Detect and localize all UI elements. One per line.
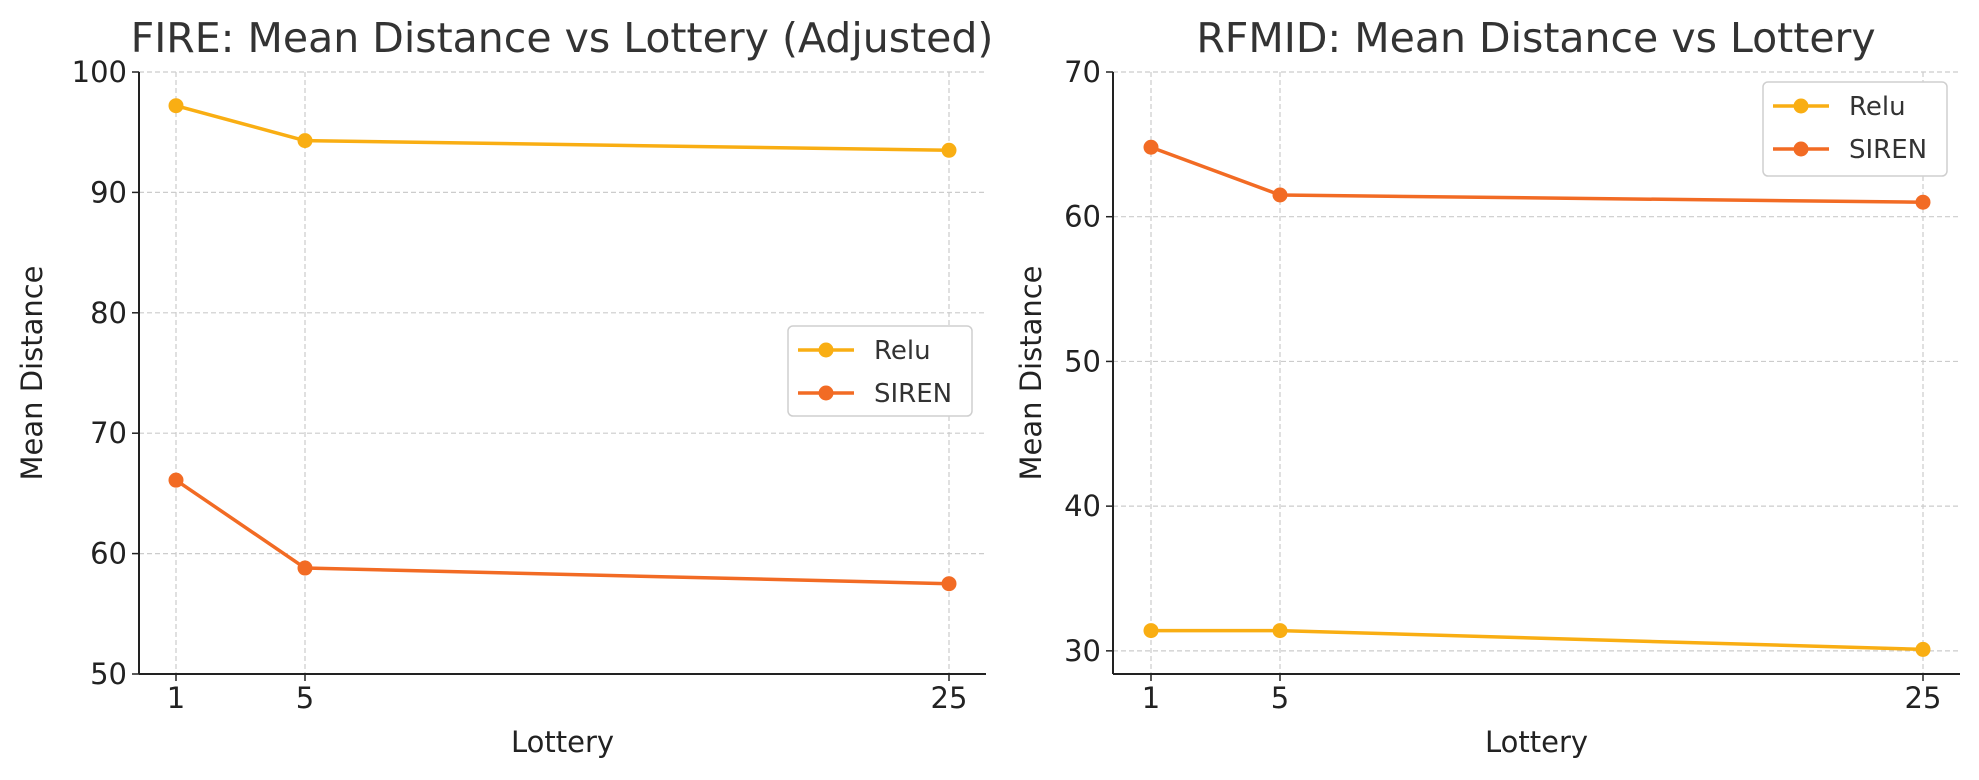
data-point-siren <box>1143 139 1159 155</box>
data-point-relu <box>941 142 957 158</box>
legend-label: Relu <box>1849 92 1906 122</box>
chart-title: FIRE: Mean Distance vs Lottery (Adjusted… <box>131 14 994 62</box>
data-point-relu <box>1272 623 1288 639</box>
series-line-relu <box>1151 628 1924 652</box>
data-point-relu <box>1143 623 1159 639</box>
x-axis-label: Lottery <box>511 725 614 759</box>
series-relu <box>168 98 957 158</box>
y-tick-label: 70 <box>1064 55 1101 89</box>
data-point-siren <box>297 560 313 576</box>
series-siren <box>1143 139 1931 210</box>
y-tick-label: 30 <box>1064 634 1101 668</box>
x-tick-label: 25 <box>1905 681 1942 715</box>
data-point-relu <box>297 133 313 149</box>
x-axis-label: Lottery <box>1485 725 1588 759</box>
grid <box>139 71 986 674</box>
data-point-siren <box>1915 194 1931 210</box>
x-tick-label: 25 <box>931 681 968 715</box>
y-axis-label: Mean Distance <box>15 265 49 480</box>
legend-label: Relu <box>874 336 931 366</box>
y-tick-label: 70 <box>90 416 127 450</box>
legend-label: SIREN <box>1849 135 1927 165</box>
series-line-siren <box>175 478 950 586</box>
y-tick-label: 60 <box>90 537 127 571</box>
legend-marker <box>818 342 834 358</box>
legend-label: SIREN <box>874 379 952 409</box>
series-siren <box>168 472 957 592</box>
data-point-relu <box>1915 641 1931 657</box>
chart-panel-1: 50 60 70 80 90 100 1 5 25 FIRE: Mean Distance vs … <box>15 14 993 759</box>
data-point-siren <box>1272 187 1288 203</box>
y-tick-label: 50 <box>90 657 127 691</box>
x-tick-label: 5 <box>1271 681 1289 715</box>
y-tick-label: 100 <box>72 55 127 89</box>
legend-marker <box>1793 141 1809 157</box>
series-line-relu <box>175 104 950 153</box>
y-tick-label: 50 <box>1064 344 1101 378</box>
x-tick-label: 1 <box>1142 681 1160 715</box>
legend: Relu SIREN <box>1762 81 1948 177</box>
data-point-siren <box>168 472 184 488</box>
legend-marker <box>1793 98 1809 114</box>
legend: Relu SIREN <box>787 325 973 417</box>
y-tick-label: 40 <box>1064 489 1101 523</box>
chart-title: RFMID: Mean Distance vs Lottery <box>1196 14 1875 62</box>
y-tick-label: 80 <box>90 296 127 330</box>
y-tick-label: 90 <box>90 175 127 209</box>
chart-panel-2: 30 40 50 60 70 1 5 25 RFMID: Mean Distance vs Lo… <box>1014 14 1960 759</box>
series-relu <box>1143 623 1931 657</box>
data-point-siren <box>941 576 957 592</box>
legend-marker <box>818 385 834 401</box>
x-tick-label: 5 <box>296 681 314 715</box>
x-tick-label: 1 <box>167 681 185 715</box>
y-tick-label: 60 <box>1064 200 1101 234</box>
y-axis-label: Mean Distance <box>1014 265 1048 480</box>
data-point-relu <box>168 98 184 114</box>
